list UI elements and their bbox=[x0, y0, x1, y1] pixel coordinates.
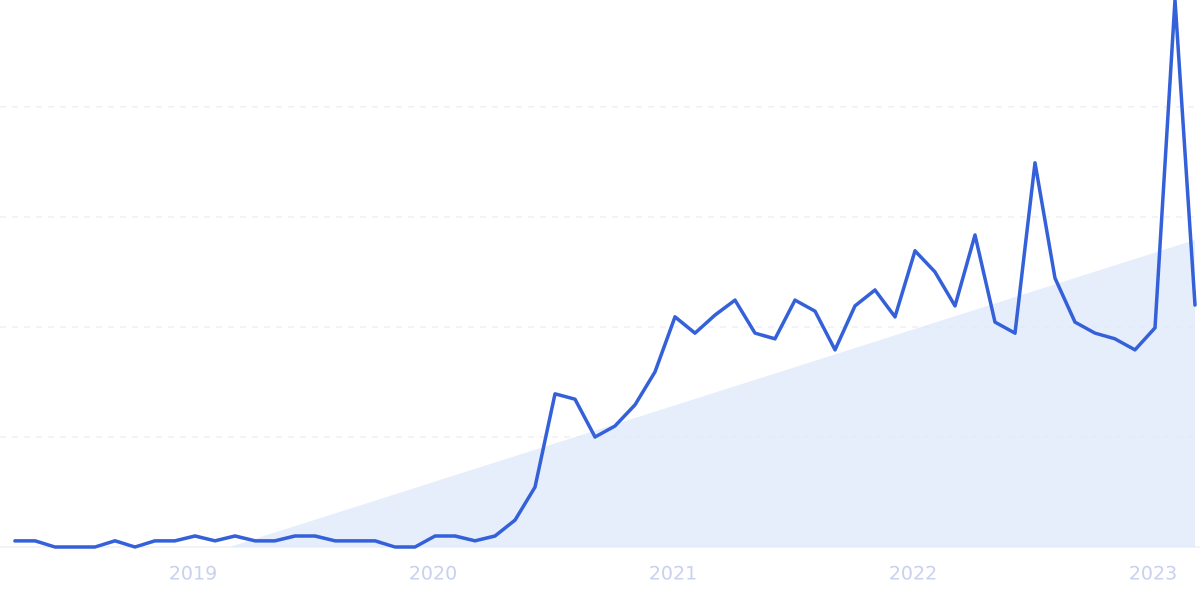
data-line bbox=[13, 0, 1197, 549]
x-tick-label: 2019 bbox=[169, 563, 217, 585]
trend-area bbox=[15, 239, 1195, 547]
x-tick-label: 2021 bbox=[649, 563, 697, 585]
trend-group bbox=[15, 239, 1195, 547]
x-tick-label: 2022 bbox=[889, 563, 937, 585]
x-tick-label: 2023 bbox=[1129, 563, 1177, 585]
x-tick-label: 2020 bbox=[409, 563, 457, 585]
